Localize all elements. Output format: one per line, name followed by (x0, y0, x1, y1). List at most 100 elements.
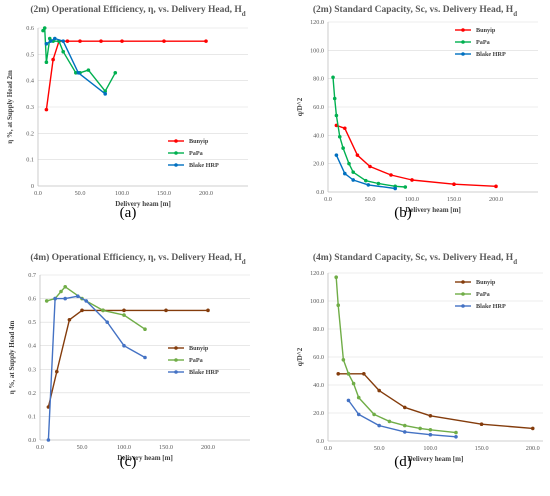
data-point (347, 161, 351, 166)
y-tick-label: 0.4 (28, 343, 36, 350)
data-point (351, 178, 355, 182)
x-tick-label: 150.0 (157, 190, 171, 197)
x-tick-label: 50.0 (75, 190, 86, 197)
data-point (368, 164, 372, 169)
legend-marker (461, 292, 465, 296)
data-point (103, 92, 107, 96)
data-point (63, 296, 67, 301)
chart-title: (2m) Standard Capacity, Sc, vs. Delivery… (313, 4, 517, 18)
data-point (105, 320, 109, 324)
data-point (67, 317, 72, 322)
x-tick-label: 0.0 (324, 445, 332, 452)
data-point (122, 343, 126, 348)
chart-title-text: (2m) Operational Efficiency, η, vs. Deli… (30, 4, 242, 15)
y-tick-label: 120.0 (310, 270, 324, 277)
series-line-blake-hrp (46, 37, 106, 95)
data-point (346, 398, 351, 403)
data-point (377, 423, 381, 428)
legend-label: Bunyip (189, 138, 209, 145)
x-tick-label: 150.0 (159, 444, 173, 451)
data-point (356, 412, 361, 417)
x-tick-label: 100.0 (117, 444, 131, 451)
data-point (48, 39, 53, 43)
legend-label: PaPa (476, 291, 490, 298)
y-tick-label: 40.0 (313, 382, 324, 389)
x-axis-label: Delivery heam [m] (408, 455, 464, 463)
data-point (376, 181, 381, 186)
data-point (74, 70, 78, 75)
series-line-papa (42, 27, 116, 92)
y-tick-label: 40.0 (313, 132, 324, 139)
data-point (364, 178, 368, 183)
x-tick-label: 200.0 (199, 190, 213, 197)
data-point (418, 426, 422, 431)
data-point (428, 428, 433, 432)
legend-label: Blake HRP (476, 303, 506, 310)
data-point (372, 412, 376, 417)
y-tick-label: 0.2 (28, 390, 36, 397)
chart-title-text: (4m) Operational Efficiency, η, vs. Deli… (30, 252, 242, 263)
data-point (41, 28, 45, 33)
data-point (452, 182, 456, 187)
chart-title: (4m) Standard Capacity, Sc, vs. Delivery… (313, 252, 517, 266)
y-tick-label: 80.0 (313, 326, 324, 333)
chart-panel-2: (4m) Operational Efficiency, η, vs. Deli… (8, 252, 250, 470)
data-point (122, 308, 126, 313)
x-tick-label: 0.0 (36, 444, 44, 451)
data-point (428, 432, 433, 437)
data-point (101, 308, 105, 313)
data-point (51, 57, 55, 62)
data-point (120, 39, 124, 43)
data-point (122, 313, 126, 317)
y-tick-label: 120.0 (310, 19, 324, 26)
data-point (61, 39, 65, 43)
data-point (402, 423, 407, 428)
chart-title-text: (2m) Standard Capacity, Sc, vs. Delivery… (313, 4, 514, 15)
data-point (76, 70, 81, 75)
data-point (61, 49, 65, 54)
legend-label: Blake HRP (476, 51, 506, 58)
y-tick-label: 0.0 (28, 437, 36, 444)
y-tick-label: 0 (31, 183, 34, 190)
x-axis-label: Delivery heam [m] (117, 454, 173, 462)
series-line-blake-hrp (47, 295, 146, 441)
legend-label: PaPa (189, 357, 203, 364)
x-tick-label: 50.0 (77, 444, 88, 451)
y-axis-label: η %, at Supply Head 2m (6, 70, 14, 144)
data-point (402, 430, 407, 434)
data-point (343, 171, 347, 176)
y-tick-label: 80.0 (313, 76, 324, 83)
legend-label: Bunyip (189, 345, 209, 352)
chart-title-subscript: d (242, 10, 246, 18)
chart-title-subscript: d (242, 258, 246, 266)
legend-marker (461, 52, 465, 56)
data-point (343, 126, 347, 131)
x-tick-label: 150.0 (475, 445, 489, 452)
legend-label: Blake HRP (189, 369, 219, 376)
chart-title-subscript: d (513, 10, 517, 18)
data-point (428, 414, 433, 418)
data-point (337, 134, 342, 139)
legend-marker (461, 28, 465, 32)
data-point (341, 146, 345, 150)
legend-marker (174, 163, 178, 167)
y-tick-label: 0.2 (26, 130, 34, 137)
series-line-bunyip (338, 373, 533, 430)
data-point (454, 430, 458, 435)
y-tick-label: 0.3 (26, 104, 34, 111)
y-tick-label: 20.0 (313, 410, 324, 417)
chart-title-subscript: d (513, 258, 517, 266)
data-point (162, 39, 166, 43)
data-point (331, 75, 335, 80)
data-point (44, 107, 49, 112)
chart-title: (4m) Operational Efficiency, η, vs. Deli… (30, 252, 245, 266)
y-tick-label: 0.5 (26, 51, 34, 58)
y-tick-label: 0.5 (28, 319, 36, 326)
data-point (479, 422, 484, 426)
data-point (42, 26, 47, 30)
data-point (65, 39, 70, 43)
legend-label: Bunyip (476, 27, 496, 34)
data-point (143, 355, 147, 360)
series-line-blake-hrp (347, 399, 457, 438)
legend-marker (174, 346, 178, 350)
